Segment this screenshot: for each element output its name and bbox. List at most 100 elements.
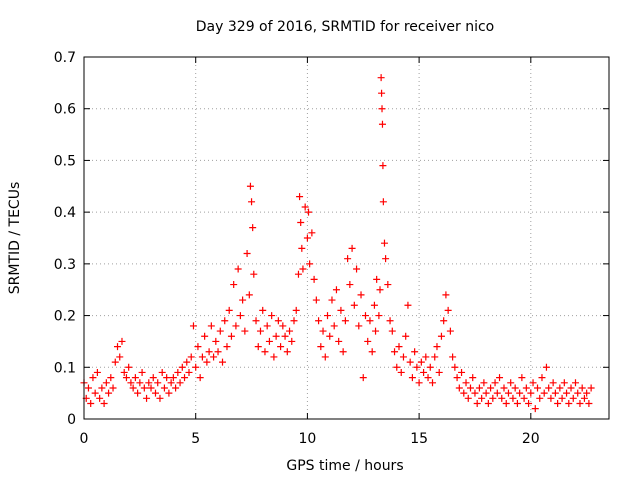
data-point bbox=[513, 399, 521, 407]
data-point bbox=[315, 317, 323, 325]
x-axis-label: GPS time / hours bbox=[286, 458, 403, 474]
data-point bbox=[198, 353, 206, 361]
data-point bbox=[324, 312, 332, 320]
data-point bbox=[122, 374, 130, 382]
data-point bbox=[290, 317, 298, 325]
data-point bbox=[402, 332, 410, 340]
data-point bbox=[558, 394, 566, 402]
data-point bbox=[239, 296, 247, 304]
data-point bbox=[165, 389, 173, 397]
data-point bbox=[531, 405, 539, 413]
data-point bbox=[120, 368, 128, 376]
data-point bbox=[444, 306, 452, 314]
data-point bbox=[248, 198, 256, 206]
data-point bbox=[306, 260, 314, 268]
data-point bbox=[125, 363, 133, 371]
data-point bbox=[261, 348, 269, 356]
data-point bbox=[380, 239, 388, 247]
data-point bbox=[393, 363, 401, 371]
data-point bbox=[245, 291, 253, 299]
data-point bbox=[493, 389, 501, 397]
data-point bbox=[571, 379, 579, 387]
data-point bbox=[538, 374, 546, 382]
data-point bbox=[500, 384, 508, 392]
data-point bbox=[183, 358, 191, 366]
data-point bbox=[574, 389, 582, 397]
data-point bbox=[138, 368, 146, 376]
data-point bbox=[100, 399, 108, 407]
data-point bbox=[303, 234, 311, 242]
data-point bbox=[498, 394, 506, 402]
data-point bbox=[205, 348, 213, 356]
data-point bbox=[98, 384, 106, 392]
data-point bbox=[464, 394, 472, 402]
data-point bbox=[337, 306, 345, 314]
data-point bbox=[540, 389, 548, 397]
data-point bbox=[297, 218, 305, 226]
data-point bbox=[359, 374, 367, 382]
data-point bbox=[429, 379, 437, 387]
data-point bbox=[518, 374, 526, 382]
data-point bbox=[221, 317, 229, 325]
data-point bbox=[466, 384, 474, 392]
x-tick-label: 15 bbox=[410, 431, 428, 447]
data-point bbox=[415, 379, 423, 387]
data-point bbox=[134, 389, 142, 397]
data-point bbox=[386, 317, 394, 325]
data-point bbox=[554, 399, 562, 407]
x-tick-label: 10 bbox=[298, 431, 316, 447]
data-point bbox=[256, 327, 264, 335]
x-tick-label: 20 bbox=[522, 431, 540, 447]
data-point bbox=[395, 343, 403, 351]
data-point bbox=[252, 317, 260, 325]
data-point bbox=[478, 394, 486, 402]
data-point bbox=[496, 374, 504, 382]
data-point bbox=[551, 389, 559, 397]
data-point bbox=[379, 198, 387, 206]
data-point bbox=[250, 270, 258, 278]
data-point bbox=[246, 182, 254, 190]
data-point bbox=[203, 358, 211, 366]
data-point bbox=[321, 353, 329, 361]
data-point bbox=[243, 250, 251, 258]
data-point bbox=[455, 384, 463, 392]
data-point bbox=[585, 399, 593, 407]
data-point bbox=[330, 322, 338, 330]
data-point bbox=[451, 363, 459, 371]
data-point bbox=[442, 291, 450, 299]
data-point bbox=[534, 384, 542, 392]
data-point bbox=[87, 399, 95, 407]
y-axis-label: SRMTID / TECUs bbox=[7, 182, 23, 295]
data-point bbox=[536, 394, 544, 402]
data-point bbox=[310, 275, 318, 283]
data-point bbox=[355, 322, 363, 330]
data-point bbox=[140, 384, 148, 392]
data-point bbox=[475, 384, 483, 392]
data-point bbox=[587, 384, 595, 392]
data-point bbox=[382, 255, 390, 263]
data-points bbox=[80, 74, 595, 413]
data-point bbox=[502, 399, 510, 407]
data-point bbox=[301, 203, 309, 211]
data-point bbox=[408, 374, 416, 382]
data-point bbox=[529, 379, 537, 387]
data-point bbox=[433, 343, 441, 351]
x-tick-label: 0 bbox=[80, 431, 89, 447]
data-point bbox=[279, 322, 287, 330]
data-point bbox=[163, 374, 171, 382]
data-point bbox=[194, 343, 202, 351]
data-point bbox=[366, 317, 374, 325]
data-point bbox=[368, 348, 376, 356]
data-point bbox=[294, 270, 302, 278]
data-point bbox=[116, 353, 124, 361]
data-point bbox=[319, 327, 327, 335]
x-tick-labels: 0 5 10 15 20 bbox=[80, 431, 540, 447]
y-tick-label: 0.2 bbox=[54, 309, 76, 325]
data-point bbox=[201, 332, 209, 340]
data-point bbox=[129, 384, 137, 392]
data-point bbox=[569, 394, 577, 402]
data-point bbox=[147, 384, 155, 392]
data-point bbox=[377, 74, 385, 82]
data-point bbox=[373, 275, 381, 283]
